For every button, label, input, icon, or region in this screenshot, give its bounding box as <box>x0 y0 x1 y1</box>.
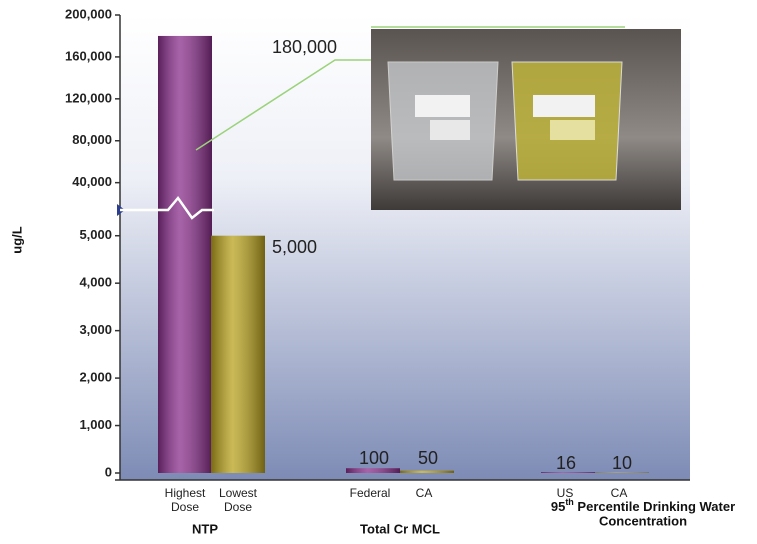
page: {"chart_data": { "type": "broken-axis-ba… <box>0 0 757 539</box>
bar-shade <box>158 36 212 473</box>
chart: ug/L 0 1,000 2,000 3,000 4,000 5,000 40,000 80,… <box>0 0 757 539</box>
x-tick-label: CA <box>611 486 628 500</box>
value-label: 50 <box>418 448 438 468</box>
group-label: Total Cr MCL <box>360 521 440 536</box>
y-tick-label: 5,000 <box>79 227 112 242</box>
group-label: Concentration <box>599 513 687 528</box>
group-label: NTP <box>192 521 218 536</box>
y-tick-label: 120,000 <box>65 90 112 105</box>
y-tick-label: 0 <box>105 464 112 479</box>
beaker-label <box>430 120 470 140</box>
beaker-label <box>550 120 595 140</box>
bar-shade <box>346 468 400 473</box>
group-label: 95th Percentile Drinking Water <box>551 497 735 514</box>
bar-shade <box>400 471 454 473</box>
value-label: 100 <box>359 448 389 468</box>
y-tick-label: 2,000 <box>79 370 112 385</box>
x-tick-label: CA <box>416 486 433 500</box>
value-label: 16 <box>556 453 576 473</box>
y-tick-label: 3,000 <box>79 322 112 337</box>
beaker-label <box>415 95 470 117</box>
value-label: 5,000 <box>272 237 317 257</box>
y-tick-label: 40,000 <box>72 174 112 189</box>
value-label: 180,000 <box>272 37 337 57</box>
value-label: 10 <box>612 453 632 473</box>
y-tick-label: 160,000 <box>65 48 112 63</box>
y-tick-label: 200,000 <box>65 6 112 21</box>
y-axis-title: ug/L <box>9 226 24 253</box>
bar-shade <box>211 236 265 473</box>
beaker-label <box>533 95 595 117</box>
y-tick-label: 4,000 <box>79 275 112 290</box>
y-tick-label: 1,000 <box>79 417 112 432</box>
y-tick-label: 80,000 <box>72 132 112 147</box>
x-tick-label: Federal <box>350 486 391 500</box>
